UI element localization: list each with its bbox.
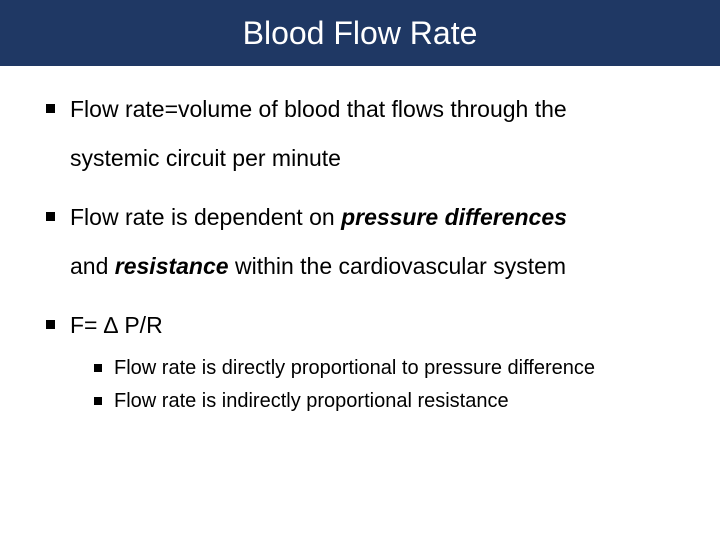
bullet-item: Flow rate is dependent on pressure diffe…: [46, 202, 680, 282]
slide-title: Blood Flow Rate: [243, 15, 478, 52]
bullet-item: F= ∆ P/R Flow rate is directly proportio…: [46, 310, 680, 415]
bullet-list: Flow rate=volume of blood that flows thr…: [46, 94, 680, 415]
bullet-text: within the cardiovascular system: [229, 253, 566, 279]
sub-bullet-text: Flow rate is indirectly proportional res…: [114, 390, 509, 412]
bold-term: pressure differences: [341, 204, 567, 230]
title-bar: Blood Flow Rate: [0, 0, 720, 66]
bullet-text-line2: systemic circuit per minute: [70, 143, 680, 174]
bullet-text: F= ∆ P/R: [70, 312, 163, 338]
bullet-text: Flow rate=volume of blood that flows thr…: [70, 96, 567, 122]
sub-bullet-item: Flow rate is directly proportional to pr…: [94, 355, 680, 382]
slide-content: Flow rate=volume of blood that flows thr…: [0, 66, 720, 415]
sub-bullet-text: Flow rate is directly proportional to pr…: [114, 357, 595, 379]
bold-term: resistance: [115, 253, 229, 279]
sub-bullet-list: Flow rate is directly proportional to pr…: [94, 355, 680, 415]
sub-bullet-item: Flow rate is indirectly proportional res…: [94, 388, 680, 415]
bullet-text-line2: and resistance within the cardiovascular…: [70, 251, 680, 282]
bullet-text: and: [70, 253, 115, 279]
bullet-item: Flow rate=volume of blood that flows thr…: [46, 94, 680, 174]
bullet-text: Flow rate is dependent on: [70, 204, 341, 230]
